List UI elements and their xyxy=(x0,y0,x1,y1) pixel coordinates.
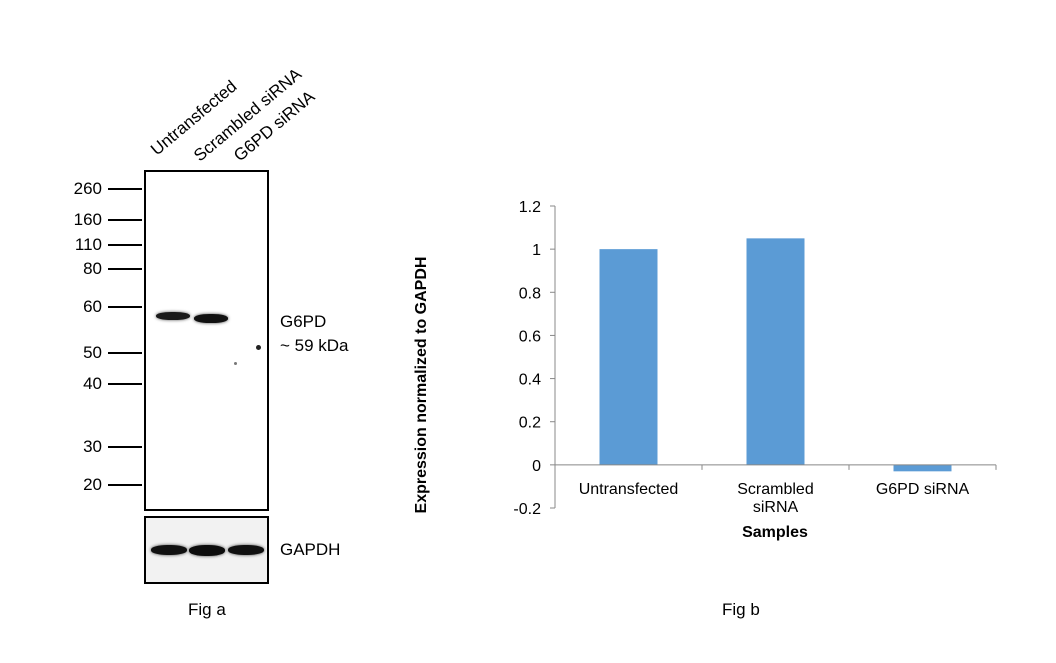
y-tick-label: -0.2 xyxy=(513,501,541,518)
figure-b-caption: Fig b xyxy=(722,600,760,619)
blot-speck xyxy=(256,345,261,350)
y-tick-label: 1.2 xyxy=(519,199,541,216)
target-size-label: ~ 59 kDa xyxy=(280,336,349,355)
x-category-label: Untransfected xyxy=(579,481,679,498)
figure-a-caption: Fig a xyxy=(188,600,226,619)
marker-tick-80 xyxy=(108,268,142,270)
x-axis-title: Samples xyxy=(742,524,808,541)
marker-tick-50 xyxy=(108,352,142,354)
marker-tick-60 xyxy=(108,306,142,308)
marker-160: 160 xyxy=(73,210,102,229)
y-tick-label: 0.6 xyxy=(519,328,541,345)
x-category-label: Scrambled siRNA xyxy=(737,481,813,516)
g6pd-band-untransfected xyxy=(156,312,190,320)
gapdh-band-g6pd-sirna xyxy=(228,545,264,555)
loading-control-label: GAPDH xyxy=(280,540,341,559)
marker-tick-110 xyxy=(108,244,142,246)
marker-80: 80 xyxy=(83,259,102,278)
marker-tick-20 xyxy=(108,484,142,486)
x-category-label: G6PD siRNA xyxy=(876,481,970,498)
marker-tick-160 xyxy=(108,219,142,221)
marker-260: 260 xyxy=(73,179,102,198)
y-tick-label: 0.8 xyxy=(519,285,541,302)
blot-speck xyxy=(234,362,237,365)
marker-50: 50 xyxy=(83,343,102,362)
y-tick-label: 0.4 xyxy=(519,372,541,389)
bar-chart: Expression normalized to GAPDH 1.2 1 0.8 0.… xyxy=(413,199,997,541)
target-protein-label: G6PD xyxy=(280,312,327,331)
marker-tick-40 xyxy=(108,383,142,385)
bar-untransfected xyxy=(599,249,658,465)
bar-scrambled-sirna xyxy=(746,238,805,465)
western-blot-main-panel xyxy=(144,170,269,511)
marker-tick-30 xyxy=(108,446,142,448)
marker-110: 110 xyxy=(74,235,102,254)
marker-60: 60 xyxy=(83,297,102,316)
g6pd-band-scrambled-sirna xyxy=(194,314,228,323)
gapdh-band-scrambled-sirna xyxy=(189,545,225,556)
marker-30: 30 xyxy=(83,437,102,456)
marker-tick-260 xyxy=(108,188,142,190)
y-tick-label: 0.2 xyxy=(519,415,541,432)
bar-g6pd-sirna xyxy=(893,464,952,472)
y-tick-label: 0 xyxy=(532,458,541,475)
y-tick-label: 1 xyxy=(532,242,541,259)
gapdh-band-untransfected xyxy=(151,545,187,555)
marker-20: 20 xyxy=(83,475,102,494)
y-axis-title: Expression normalized to GAPDH xyxy=(413,257,430,514)
western-blot-loading-control-panel xyxy=(144,516,269,584)
marker-40: 40 xyxy=(83,374,102,393)
